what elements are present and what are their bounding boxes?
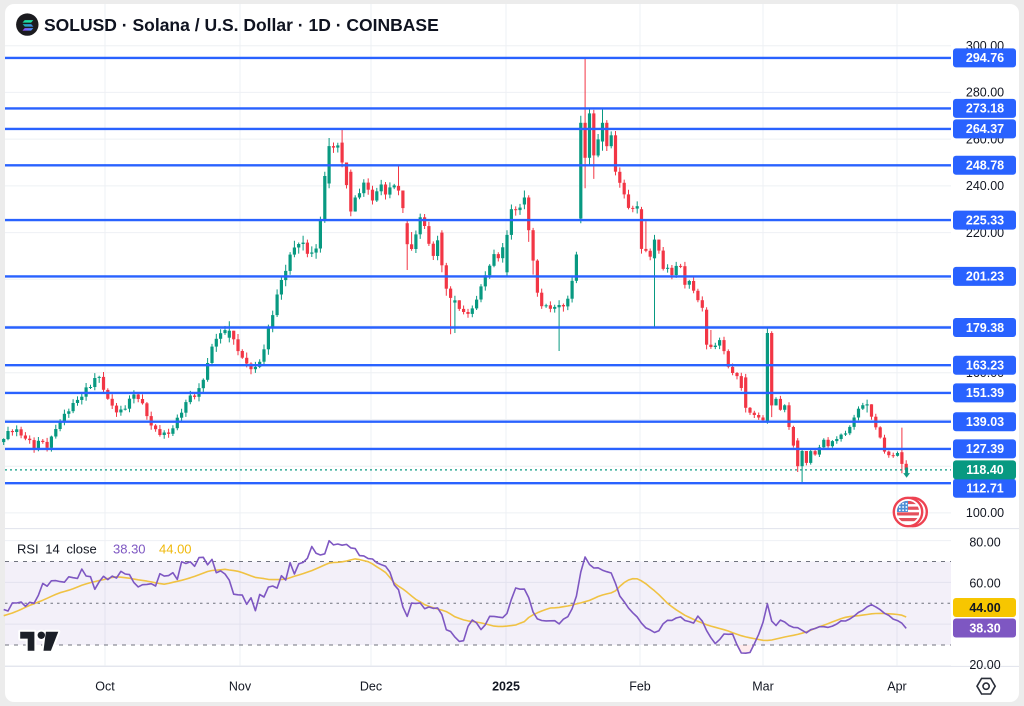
svg-text:127.39: 127.39 — [966, 442, 1004, 456]
svg-text:44.00: 44.00 — [159, 542, 192, 557]
svg-text:273.18: 273.18 — [966, 102, 1004, 116]
svg-text:2025: 2025 — [492, 680, 520, 694]
svg-text:225.33: 225.33 — [966, 213, 1004, 227]
svg-text:38.30: 38.30 — [969, 621, 1000, 635]
svg-text:139.03: 139.03 — [966, 415, 1004, 429]
svg-text:100.00: 100.00 — [966, 506, 1004, 520]
svg-text:Nov: Nov — [229, 680, 252, 694]
svg-text:20.00: 20.00 — [969, 658, 1000, 672]
svg-text:201.23: 201.23 — [966, 270, 1004, 284]
svg-text:112.71: 112.71 — [966, 482, 1004, 496]
svg-text:163.23: 163.23 — [966, 359, 1004, 373]
svg-text:Mar: Mar — [752, 680, 774, 694]
svg-text:248.78: 248.78 — [966, 159, 1004, 173]
svg-text:RSI 14 close: RSI 14 close — [17, 542, 97, 557]
svg-text:Apr: Apr — [887, 680, 906, 694]
svg-text:118.40: 118.40 — [966, 463, 1004, 477]
svg-text:264.37: 264.37 — [966, 122, 1004, 136]
svg-text:Oct: Oct — [95, 680, 115, 694]
svg-text:179.38: 179.38 — [966, 321, 1004, 335]
svg-text:Dec: Dec — [360, 680, 382, 694]
svg-text:280.00: 280.00 — [966, 86, 1004, 100]
svg-text:294.76: 294.76 — [966, 51, 1004, 65]
svg-text:Feb: Feb — [629, 680, 651, 694]
svg-text:60.00: 60.00 — [969, 576, 1000, 590]
svg-text:44.00: 44.00 — [969, 601, 1000, 615]
svg-text:240.00: 240.00 — [966, 179, 1004, 193]
svg-text:SOLUSD · Solana / U.S. Dollar: SOLUSD · Solana / U.S. Dollar · 1D · COI… — [44, 15, 439, 35]
svg-text:38.30: 38.30 — [113, 542, 146, 557]
svg-text:151.39: 151.39 — [966, 386, 1004, 400]
svg-text:80.00: 80.00 — [969, 535, 1000, 549]
